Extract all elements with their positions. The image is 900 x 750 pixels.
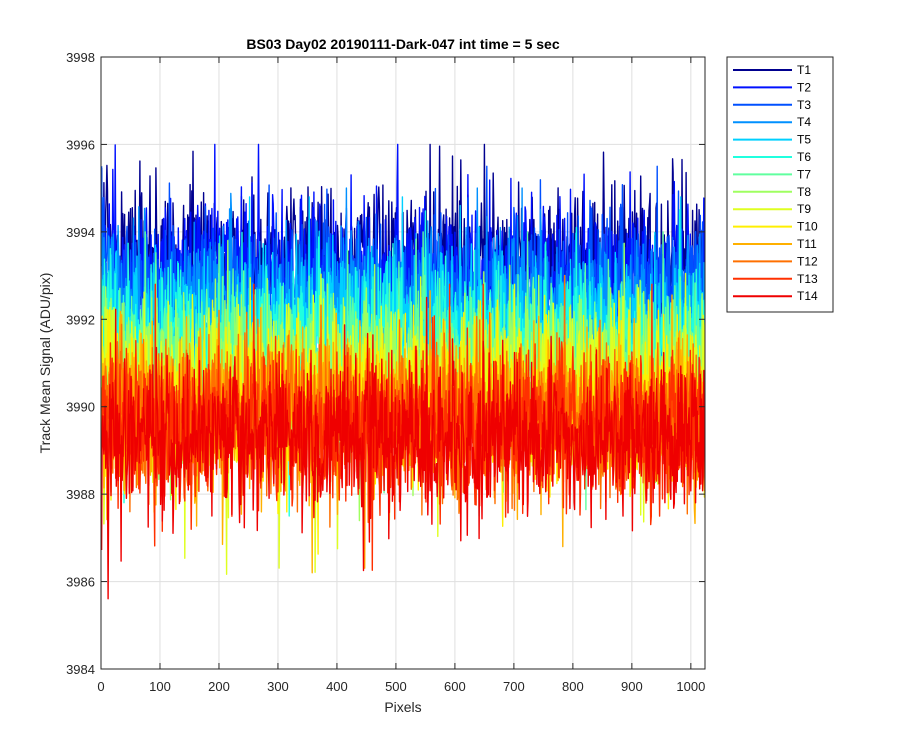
y-tick-label: 3998 xyxy=(66,50,95,65)
y-tick-label: 3984 xyxy=(66,662,95,677)
y-axis-label: Track Mean Signal (ADU/pix) xyxy=(37,273,53,454)
x-tick-label: 800 xyxy=(562,679,584,694)
y-tick-label: 3992 xyxy=(66,312,95,327)
legend-label-T1: T1 xyxy=(797,63,811,77)
legend-label-T12: T12 xyxy=(797,254,818,268)
legend-label-T2: T2 xyxy=(797,80,811,94)
x-tick-label: 300 xyxy=(267,679,289,694)
legend-label-T6: T6 xyxy=(797,150,811,164)
series-line-T14 xyxy=(101,296,705,600)
y-tick-label: 3994 xyxy=(66,225,95,240)
legend: T1 T2 T3 T4 T5 T6 T7 T8 T9 T10 T11 T12 T13 T14 xyxy=(726,56,834,313)
legend-label-T5: T5 xyxy=(797,133,811,147)
series-group xyxy=(101,143,705,600)
x-axis-label: Pixels xyxy=(384,699,421,715)
legend-label-T8: T8 xyxy=(797,185,811,199)
legend-label-T14: T14 xyxy=(797,289,818,303)
legend-label-T10: T10 xyxy=(797,220,818,234)
y-tick-label: 3988 xyxy=(66,487,95,502)
x-tick-label: 1000 xyxy=(676,679,705,694)
legend-box xyxy=(726,56,834,313)
y-tick-label: 3986 xyxy=(66,575,95,590)
x-tick-label: 400 xyxy=(326,679,348,694)
legend-label-T13: T13 xyxy=(797,272,818,286)
x-tick-label: 500 xyxy=(385,679,407,694)
x-tick-label: 100 xyxy=(149,679,171,694)
legend-label-T3: T3 xyxy=(797,98,811,112)
x-tick-label: 200 xyxy=(208,679,230,694)
plot-border xyxy=(100,56,706,670)
y-tick-label: 3996 xyxy=(66,137,95,152)
legend-label-T11: T11 xyxy=(797,237,817,251)
x-tick-label: 900 xyxy=(621,679,643,694)
x-tick-label: 600 xyxy=(444,679,466,694)
legend-label-T4: T4 xyxy=(797,115,811,129)
x-tick-label: 0 xyxy=(97,679,104,694)
legend-label-T7: T7 xyxy=(797,167,811,181)
chart-title: BS03 Day02 20190111-Dark-047 int time = … xyxy=(246,36,559,52)
legend-label-T9: T9 xyxy=(797,202,811,216)
x-tick-label: 700 xyxy=(503,679,525,694)
ticks: 0 100 200 300 400 500 600 700 800 900 1000 3984 3986… xyxy=(66,50,705,694)
y-tick-label: 3990 xyxy=(66,400,95,415)
